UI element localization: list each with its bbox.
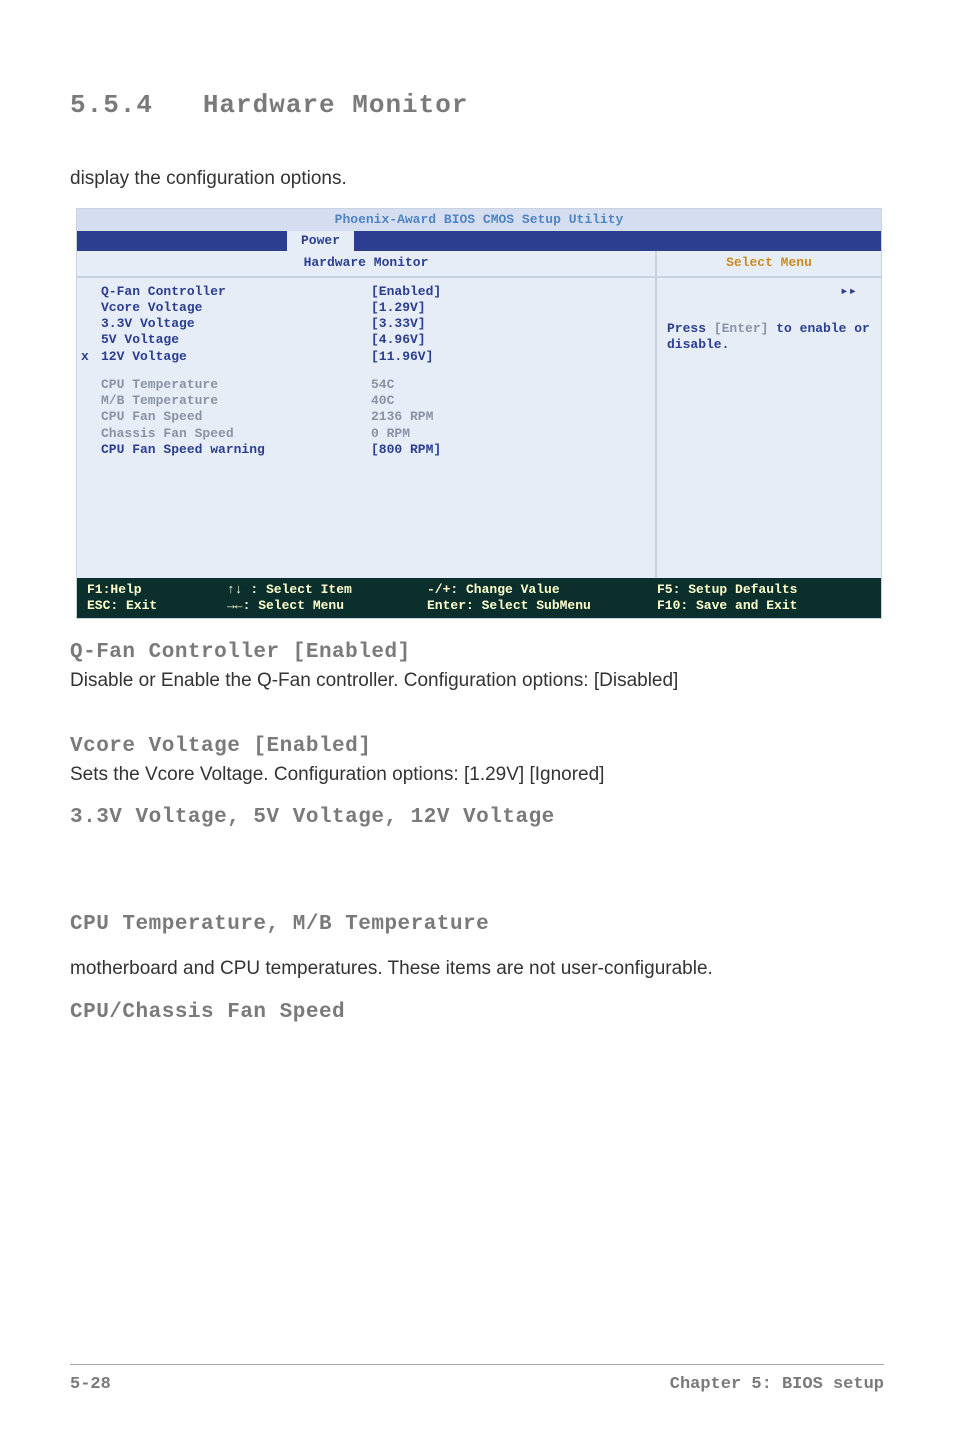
footer-select-submenu: Enter: Select SubMenu: [427, 598, 657, 614]
footer-esc: ESC: Exit: [87, 598, 227, 614]
bios-row: CPU Fan Speed warning[800 RPM]: [101, 442, 645, 458]
bios-screenshot: Phoenix-Award BIOS CMOS Setup Utility Po…: [76, 208, 882, 619]
bios-row-label: Q-Fan Controller: [101, 284, 371, 300]
bios-row-label: Chassis Fan Speed: [101, 426, 371, 442]
bios-row-marker: x: [81, 349, 89, 365]
footer-f10: F10: Save and Exit: [657, 598, 871, 614]
bios-row-value: 54C: [371, 377, 394, 393]
bios-row-label: 3.3V Voltage: [101, 316, 371, 332]
section-number: 5.5.4: [70, 90, 153, 120]
bios-panel-title: Hardware Monitor: [77, 251, 655, 275]
body-qfan: Disable or Enable the Q-Fan controller. …: [70, 668, 884, 695]
bios-row-label: x12V Voltage: [101, 349, 371, 365]
fast-forward-icon: ▸▸: [667, 284, 871, 302]
footer-change-value: -/+: Change Value: [427, 582, 657, 598]
bios-items: Q-Fan Controller[Enabled]Vcore Voltage[1…: [77, 278, 655, 578]
subhead-temps: CPU Temperature, M/B Temperature: [70, 913, 884, 936]
bios-help-title: Select Menu: [655, 251, 881, 275]
bios-row-value: [800 RPM]: [371, 442, 441, 458]
bios-row: M/B Temperature40C: [101, 393, 645, 409]
bios-row: Q-Fan Controller[Enabled]: [101, 284, 645, 300]
bios-row-label: Vcore Voltage: [101, 300, 371, 316]
bios-row-value: 40C: [371, 393, 394, 409]
body-temps: motherboard and CPU temperatures. These …: [70, 956, 884, 983]
bios-row: CPU Temperature54C: [101, 377, 645, 393]
bios-row: Vcore Voltage[1.29V]: [101, 300, 645, 316]
bios-row-label: 5V Voltage: [101, 332, 371, 348]
footer-select-menu: →←: Select Menu: [227, 598, 427, 614]
bios-title: Phoenix-Award BIOS CMOS Setup Utility: [77, 209, 881, 231]
bios-row: Chassis Fan Speed0 RPM: [101, 426, 645, 442]
chapter-label: Chapter 5: BIOS setup: [670, 1375, 884, 1394]
bios-subheader: Hardware Monitor Select Menu: [77, 251, 881, 277]
bios-row: CPU Fan Speed2136 RPM: [101, 409, 645, 425]
page-footer: 5-28 Chapter 5: BIOS setup: [70, 1364, 884, 1394]
bios-row-label: CPU Fan Speed: [101, 409, 371, 425]
bios-row-label: CPU Temperature: [101, 377, 371, 393]
bios-footer: F1:Help ESC: Exit ↑↓ : Select Item →←: S…: [77, 578, 881, 619]
bios-menubar: Power: [77, 231, 881, 251]
bios-body: Q-Fan Controller[Enabled]Vcore Voltage[1…: [77, 278, 881, 578]
subhead-voltages: 3.3V Voltage, 5V Voltage, 12V Voltage: [70, 806, 884, 829]
footer-f5: F5: Setup Defaults: [657, 582, 871, 598]
bios-help-pane: ▸▸ Press [Enter] to enable or disable.: [655, 278, 881, 578]
section-title: Hardware Monitor: [203, 90, 469, 120]
subhead-qfan: Q-Fan Controller [Enabled]: [70, 641, 884, 664]
footer-select-item: ↑↓ : Select Item: [227, 582, 427, 598]
bios-row-value: [11.96V]: [371, 349, 433, 365]
section-heading: 5.5.4 Hardware Monitor: [70, 90, 884, 120]
bios-row-value: 2136 RPM: [371, 409, 433, 425]
bios-row: 5V Voltage[4.96V]: [101, 332, 645, 348]
bios-row: x12V Voltage[11.96V]: [101, 349, 645, 365]
footer-f1: F1:Help: [87, 582, 227, 598]
subhead-fanspeed: CPU/Chassis Fan Speed: [70, 1001, 884, 1024]
bios-row-value: [3.33V]: [371, 316, 426, 332]
body-vcore: Sets the Vcore Voltage. Configuration op…: [70, 762, 884, 789]
bios-row-value: [4.96V]: [371, 332, 426, 348]
bios-row-value: 0 RPM: [371, 426, 410, 442]
bios-row-value: [Enabled]: [371, 284, 441, 300]
page-number: 5-28: [70, 1375, 111, 1394]
bios-tab-power: Power: [287, 231, 354, 251]
bios-row-label: M/B Temperature: [101, 393, 371, 409]
intro-text: display the configuration options.: [70, 168, 884, 190]
subhead-vcore: Vcore Voltage [Enabled]: [70, 735, 884, 758]
bios-row-label: CPU Fan Speed warning: [101, 442, 371, 458]
bios-row: 3.3V Voltage[3.33V]: [101, 316, 645, 332]
bios-help-text: Press [Enter] to enable or disable.: [667, 321, 871, 354]
bios-row-value: [1.29V]: [371, 300, 426, 316]
